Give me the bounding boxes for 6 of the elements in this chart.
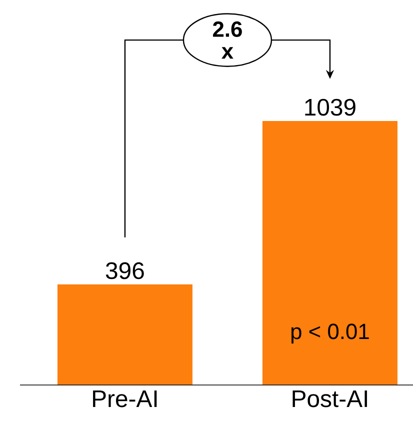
x-tick-label: Pre-AI [92,390,156,408]
data-label: 1039 [305,98,356,116]
annotation: p < 0.01 [291,324,369,344]
data-label: 396 [106,262,144,280]
text: 2.6 x [212,21,242,59]
x-tick-label: Post-AI [292,390,367,408]
